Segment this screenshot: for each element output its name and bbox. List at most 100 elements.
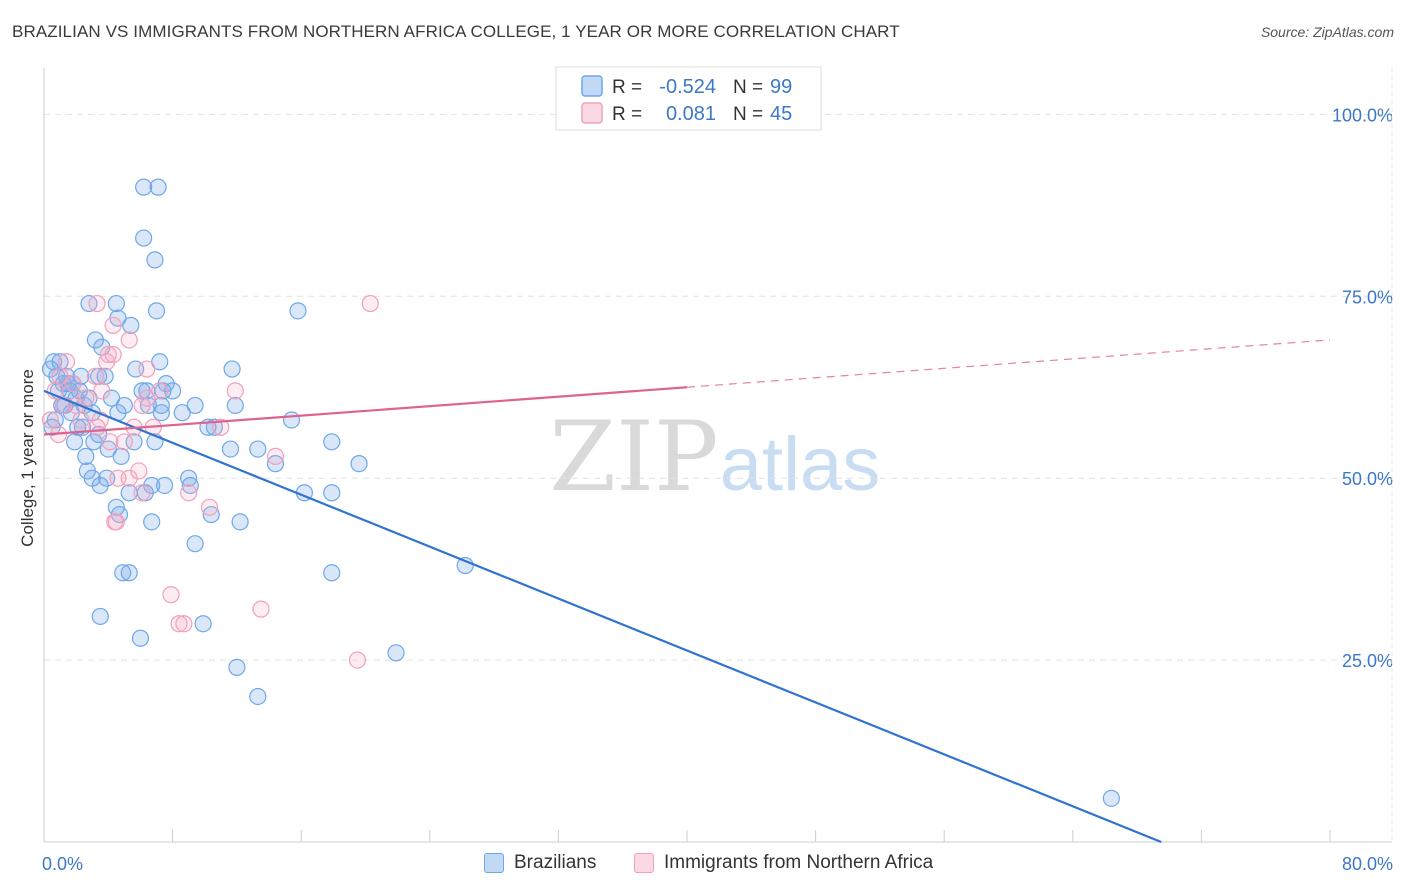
legend-r-label: R =: [612, 77, 642, 98]
data-point: [221, 440, 240, 458]
data-point: [104, 345, 122, 364]
data-point: [120, 331, 138, 349]
source-credit: Source: ZipAtlas.com: [1260, 24, 1394, 40]
legend-item-brazilians[interactable]: Brazilians: [484, 852, 596, 874]
legend-n-value: 99: [770, 76, 792, 98]
data-point: [151, 382, 169, 400]
legend-label-brazilians: Brazilians: [514, 852, 597, 873]
data-point: [289, 302, 307, 320]
legend-n-label: N =: [733, 77, 763, 98]
data-point: [186, 535, 204, 553]
top-legend-box: [555, 66, 822, 131]
data-point: [162, 586, 180, 604]
watermark-zip: ZIP: [549, 401, 718, 513]
data-point: [151, 353, 169, 371]
data-point: [223, 360, 241, 378]
data-point: [152, 404, 170, 422]
data-point: [228, 658, 246, 676]
data-point: [86, 367, 105, 385]
data-point: [194, 615, 212, 633]
data-point: [361, 294, 379, 313]
data-point: [122, 316, 140, 334]
bottom-legend: Brazilians Immigrants from Northern Afri…: [0, 850, 1406, 880]
data-point: [164, 382, 182, 400]
series-northern-africa: [41, 294, 379, 669]
x-tick-label-min: 0.0%: [42, 854, 83, 874]
data-point: [72, 411, 90, 429]
data-point: [146, 251, 164, 269]
data-point: [200, 498, 219, 516]
legend-r-value: -0.524: [659, 76, 716, 98]
data-point: [115, 433, 133, 451]
data-point: [45, 353, 63, 371]
data-point: [323, 564, 341, 582]
data-point: [51, 367, 69, 385]
data-point: [249, 440, 267, 458]
chart-title: BRAZILIAN VS IMMIGRANTS FROM NORTHERN AF…: [12, 22, 900, 41]
data-point: [266, 455, 285, 473]
data-point: [51, 353, 69, 371]
legend-swatch-pink: [581, 102, 603, 124]
legend-label-northern-africa: Immigrants from Northern Africa: [664, 852, 934, 873]
data-point: [85, 433, 103, 451]
data-point: [83, 469, 101, 487]
data-point: [1102, 789, 1120, 807]
x-tick-label-max: 80.0%: [1342, 854, 1393, 874]
data-point: [350, 455, 368, 473]
data-point: [120, 564, 138, 582]
data-point: [64, 375, 82, 393]
top-legend: R = -0.524 N = 99 R = 0.081 N = 45: [555, 66, 822, 131]
data-point: [77, 389, 95, 407]
data-point: [173, 404, 191, 422]
data-point: [112, 447, 130, 465]
data-point: [138, 389, 156, 407]
series-brazilians: [41, 178, 1120, 807]
data-point: [77, 447, 95, 465]
data-point: [96, 367, 114, 385]
data-point: [266, 447, 285, 465]
data-point: [104, 316, 122, 334]
data-point: [186, 396, 204, 415]
pink-swatch: [634, 853, 654, 873]
y-tick-label: 75.0%: [1342, 287, 1393, 307]
data-point: [65, 433, 84, 451]
data-point: [133, 484, 151, 502]
data-point: [91, 607, 109, 626]
data-point: [135, 178, 153, 196]
data-point: [143, 513, 161, 531]
data-point: [107, 513, 125, 531]
data-point: [152, 396, 170, 415]
data-point: [387, 644, 405, 662]
data-point: [88, 294, 106, 313]
data-point: [107, 294, 125, 313]
data-point: [147, 302, 166, 320]
data-point: [348, 651, 367, 669]
data-point: [138, 360, 156, 378]
trendline-brazilians: [43, 389, 1162, 844]
y-tick-label: 100.0%: [1332, 105, 1393, 125]
data-point: [170, 615, 188, 633]
legend-item-northern-africa[interactable]: Immigrants from Northern Africa: [634, 852, 933, 874]
data-point: [114, 564, 132, 582]
trendline-northern-africa: [43, 386, 688, 436]
data-point: [41, 411, 60, 429]
data-point: [212, 418, 230, 436]
data-point: [155, 476, 174, 495]
y-axis-label: College, 1 year or more: [18, 369, 37, 547]
y-tick-label: 50.0%: [1342, 469, 1393, 489]
data-point: [249, 687, 267, 706]
data-point: [131, 629, 150, 647]
blue-swatch: [484, 853, 504, 873]
data-point: [323, 484, 341, 502]
data-point: [57, 353, 76, 371]
data-point: [252, 600, 270, 618]
trendline-northern-africa-projection: [686, 339, 1331, 388]
legend-r-label: R =: [612, 104, 642, 125]
y-tick-label: 25.0%: [1342, 651, 1393, 671]
data-point: [323, 433, 341, 451]
data-point: [93, 382, 111, 400]
data-point: [99, 345, 117, 364]
data-point: [282, 411, 301, 429]
data-point: [180, 484, 198, 502]
